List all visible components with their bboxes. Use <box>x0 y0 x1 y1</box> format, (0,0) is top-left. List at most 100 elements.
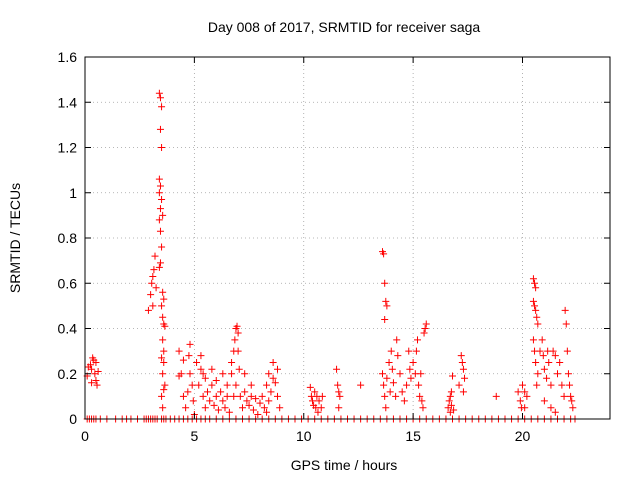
data-point <box>417 370 425 378</box>
data-point <box>551 408 559 416</box>
data-point <box>560 392 568 400</box>
data-point <box>265 370 273 378</box>
data-point <box>156 259 164 267</box>
data-point <box>532 306 540 314</box>
data-point <box>382 297 390 305</box>
data-point <box>309 397 316 405</box>
y-tick-label: 1.2 <box>58 140 78 156</box>
data-point <box>409 358 417 366</box>
data-point <box>547 381 555 389</box>
data-point <box>543 374 551 382</box>
data-point <box>533 381 541 389</box>
data-point <box>400 397 408 405</box>
data-point <box>235 365 243 373</box>
data-point <box>155 216 163 224</box>
data-point <box>422 320 430 328</box>
data-point <box>223 381 231 389</box>
data-point <box>421 325 429 332</box>
y-axis-label: SRMTID / TECUs <box>7 183 23 293</box>
data-point <box>534 370 542 378</box>
data-point <box>204 388 211 396</box>
data-point <box>396 370 404 378</box>
data-point <box>149 272 157 280</box>
data-point <box>519 381 526 389</box>
data-point <box>269 374 277 382</box>
data-point <box>260 404 268 412</box>
data-point <box>357 381 365 389</box>
data-point <box>383 374 391 382</box>
y-tick-label: 0 <box>69 411 77 427</box>
data-point <box>265 397 273 405</box>
data-point <box>549 347 557 355</box>
data-point <box>161 381 169 389</box>
data-point <box>241 388 249 396</box>
y-tick-label: 1.6 <box>58 49 78 65</box>
data-point <box>247 392 255 400</box>
data-point <box>234 347 242 355</box>
data-point <box>245 401 253 409</box>
data-point <box>415 381 423 389</box>
data-point <box>230 392 238 400</box>
data-point <box>160 295 168 303</box>
data-point <box>158 196 166 204</box>
data-point <box>254 410 262 418</box>
y-tick-label: 0.2 <box>58 366 78 382</box>
data-point <box>147 291 155 299</box>
data-point <box>538 336 546 344</box>
data-point <box>160 347 168 355</box>
data-point <box>274 392 281 400</box>
data-point <box>88 379 96 387</box>
data-point <box>394 352 402 360</box>
data-point <box>212 377 220 385</box>
data-point <box>263 408 271 416</box>
data-point <box>93 381 101 389</box>
data-point <box>523 392 531 400</box>
data-point <box>567 392 575 400</box>
data-point <box>564 370 572 378</box>
data-point <box>225 408 233 416</box>
data-point <box>208 381 216 389</box>
data-point <box>159 288 167 296</box>
data-point <box>514 388 522 396</box>
data-point <box>217 388 225 396</box>
data-point <box>228 370 236 378</box>
data-point <box>449 372 456 380</box>
data-point <box>516 397 524 405</box>
tick-labels: 0 5 10 15 20 0 0.2 0.4 0.6 0.8 1 1.2 1.4 1.6 <box>58 49 531 444</box>
data-point <box>403 381 411 389</box>
data-point <box>459 388 467 396</box>
data-point <box>249 406 257 414</box>
data-point <box>177 370 185 378</box>
data-point <box>186 340 194 348</box>
data-point <box>269 358 277 366</box>
data-point <box>388 365 396 373</box>
data-point <box>221 404 229 412</box>
data-point <box>159 370 167 378</box>
data-point <box>381 279 389 287</box>
y-tick-label: 0.8 <box>58 230 78 246</box>
data-point <box>156 125 164 133</box>
data-point <box>533 313 541 321</box>
data-point <box>212 392 220 400</box>
data-point <box>381 392 389 400</box>
data-point <box>539 352 547 360</box>
data-point <box>159 211 167 219</box>
data-point <box>385 358 393 366</box>
data-point <box>271 379 279 387</box>
data-point <box>233 322 241 330</box>
data-point <box>219 370 227 378</box>
data-point <box>214 406 222 414</box>
data-point <box>150 266 158 274</box>
data-point <box>158 392 166 400</box>
data-point <box>529 297 537 305</box>
data-point <box>276 404 284 412</box>
data-point <box>386 388 394 396</box>
data-point <box>186 370 194 378</box>
data-point <box>232 381 240 389</box>
data-point <box>416 392 424 400</box>
data-point <box>547 404 555 412</box>
data-point <box>534 320 542 328</box>
data-point <box>461 374 469 382</box>
data-point <box>412 347 420 355</box>
